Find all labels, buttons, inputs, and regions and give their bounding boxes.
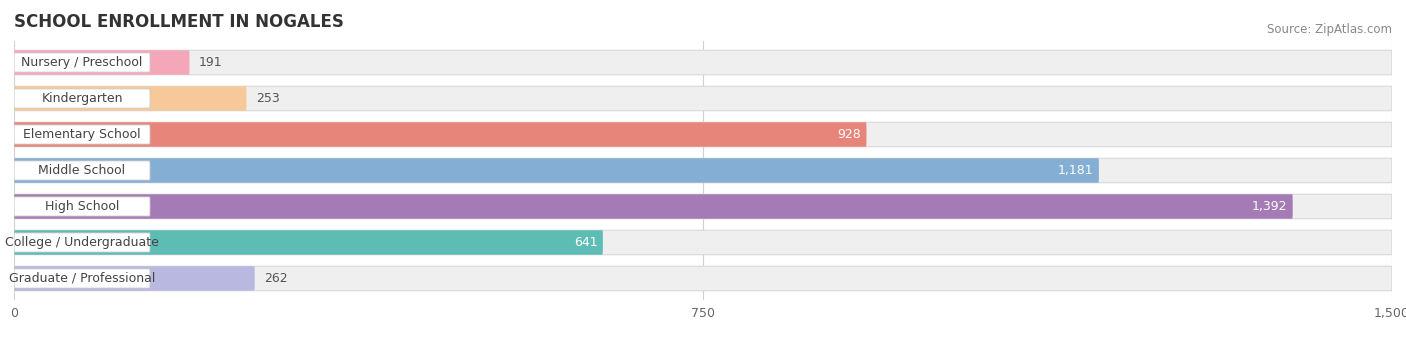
Text: 641: 641 [574, 236, 598, 249]
Text: 253: 253 [256, 92, 280, 105]
FancyBboxPatch shape [14, 122, 866, 147]
Text: Nursery / Preschool: Nursery / Preschool [21, 56, 143, 69]
Text: College / Undergraduate: College / Undergraduate [6, 236, 159, 249]
FancyBboxPatch shape [14, 122, 1392, 147]
FancyBboxPatch shape [14, 230, 1392, 255]
FancyBboxPatch shape [14, 50, 190, 75]
FancyBboxPatch shape [14, 158, 1099, 183]
Text: 1,392: 1,392 [1251, 200, 1288, 213]
FancyBboxPatch shape [14, 230, 603, 255]
Text: 191: 191 [198, 56, 222, 69]
Text: 262: 262 [264, 272, 288, 285]
FancyBboxPatch shape [14, 50, 1392, 75]
FancyBboxPatch shape [14, 86, 246, 111]
FancyBboxPatch shape [14, 161, 150, 180]
Text: Kindergarten: Kindergarten [41, 92, 122, 105]
Text: SCHOOL ENROLLMENT IN NOGALES: SCHOOL ENROLLMENT IN NOGALES [14, 13, 344, 31]
FancyBboxPatch shape [14, 53, 150, 72]
Text: Middle School: Middle School [38, 164, 125, 177]
FancyBboxPatch shape [14, 269, 150, 288]
FancyBboxPatch shape [14, 197, 150, 216]
FancyBboxPatch shape [14, 86, 1392, 111]
FancyBboxPatch shape [14, 158, 1392, 183]
FancyBboxPatch shape [14, 233, 150, 252]
Text: Source: ZipAtlas.com: Source: ZipAtlas.com [1267, 23, 1392, 36]
Text: 928: 928 [837, 128, 860, 141]
FancyBboxPatch shape [14, 125, 150, 144]
Text: High School: High School [45, 200, 120, 213]
FancyBboxPatch shape [14, 194, 1292, 219]
Text: 1,181: 1,181 [1057, 164, 1094, 177]
Text: Elementary School: Elementary School [24, 128, 141, 141]
FancyBboxPatch shape [14, 89, 150, 108]
FancyBboxPatch shape [14, 266, 1392, 291]
Text: Graduate / Professional: Graduate / Professional [8, 272, 155, 285]
FancyBboxPatch shape [14, 194, 1392, 219]
FancyBboxPatch shape [14, 266, 254, 291]
